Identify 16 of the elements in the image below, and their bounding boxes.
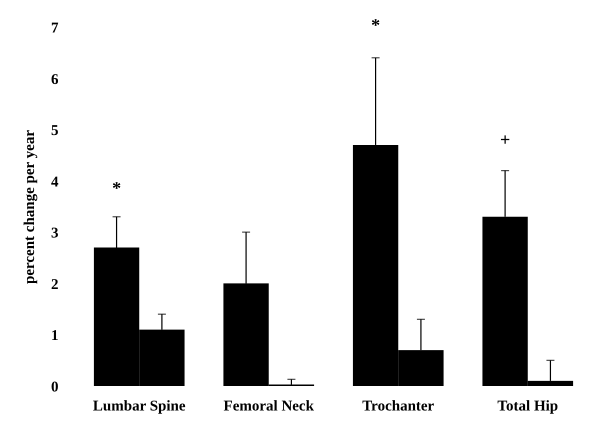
annotation: *	[371, 14, 380, 35]
x-tick-label: Total Hip	[497, 398, 558, 414]
x-tick-label: Trochanter	[362, 398, 435, 414]
y-tick-label: 0	[51, 380, 58, 396]
x-tick-label: Femoral Neck	[224, 398, 315, 414]
x-tick-label: Lumbar Spine	[92, 398, 186, 414]
annotation: +	[500, 130, 510, 150]
y-tick-label: 1	[51, 328, 58, 344]
y-tick-label: 7	[51, 20, 59, 36]
y-tick-label: 2	[51, 276, 58, 293]
annotation: *	[112, 178, 122, 198]
y-tick-label: 6	[51, 72, 59, 88]
y-tick-label: 5	[51, 123, 58, 140]
y-tick-label: 3	[51, 226, 58, 242]
y-tick-label: 4	[51, 174, 59, 190]
y-axis-title: percent change per year	[22, 130, 38, 284]
